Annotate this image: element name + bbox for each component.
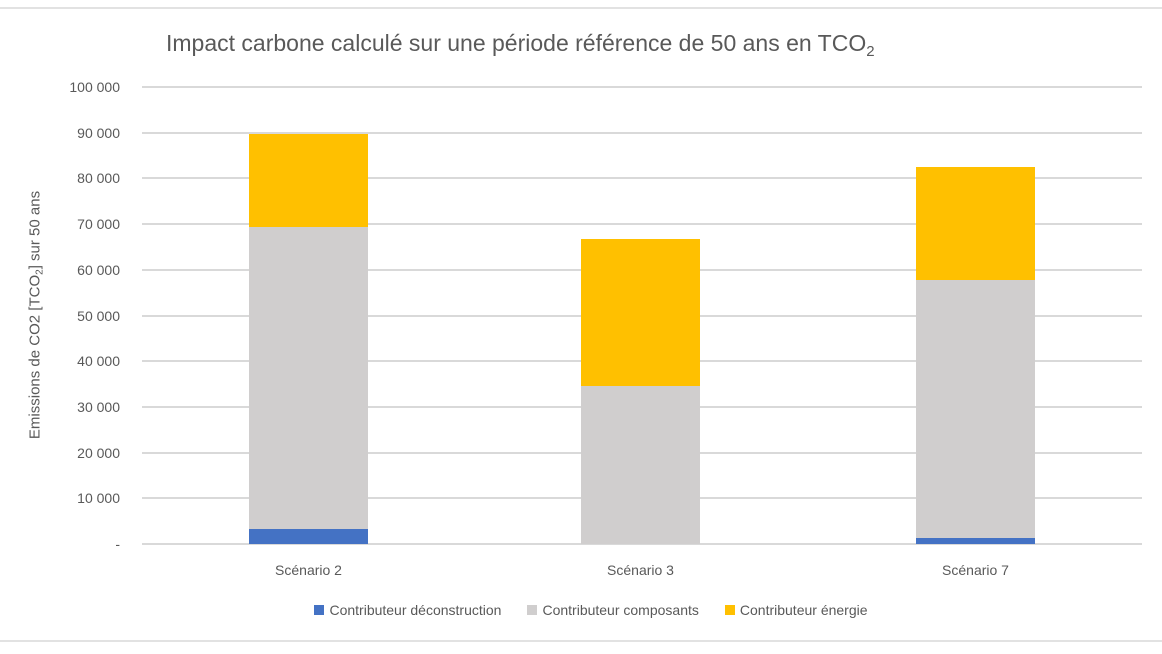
legend-swatch-icon xyxy=(314,605,325,615)
bar-segment-contributeur-d-construction xyxy=(249,528,368,544)
chart-legend: Contributeur déconstruction Contributeur … xyxy=(0,602,1162,618)
y-axis-label-suffix: ] sur 50 ans xyxy=(26,190,44,270)
legend-item: Contributeur déconstruction xyxy=(314,602,501,618)
y-tick-label: 50 000 xyxy=(77,307,120,324)
bar-segment-contributeur-nergie xyxy=(581,239,700,386)
legend-label: Contributeur composants xyxy=(542,602,699,618)
y-tick-label: 10 000 xyxy=(77,490,120,507)
legend-item: Contributeur composants xyxy=(527,602,699,618)
legend-swatch-icon xyxy=(724,605,735,615)
gridline xyxy=(142,543,1142,545)
y-tick-label: 20 000 xyxy=(77,444,120,461)
y-tick-label: - xyxy=(115,536,120,552)
y-tick-label: 70 000 xyxy=(77,216,120,233)
gridline xyxy=(142,177,1142,180)
x-category-label: Scénario 3 xyxy=(607,562,674,578)
y-tick-label: 60 000 xyxy=(77,261,120,278)
y-axis-label-text: Emissions de CO2 [TCO xyxy=(26,274,44,440)
legend-label: Contributeur énergie xyxy=(739,602,868,618)
gridline xyxy=(142,223,1142,226)
y-axis-label: Emissions de CO2 [TCO2] sur 50 ans xyxy=(27,191,46,439)
y-tick-label: 100 000 xyxy=(69,79,120,95)
x-category-label: Scénario 2 xyxy=(275,562,342,578)
gridline xyxy=(142,131,1142,134)
y-tick-label: 30 000 xyxy=(77,398,120,415)
chart-frame-top-border xyxy=(0,7,1162,9)
gridline xyxy=(142,86,1142,88)
chart-title-subscript: 2 xyxy=(866,43,875,60)
chart-frame-bottom-border xyxy=(0,640,1162,642)
bar-segment-contributeur-composants xyxy=(581,385,700,544)
y-tick-label: 80 000 xyxy=(77,170,120,187)
legend-label: Contributeur déconstruction xyxy=(329,602,502,618)
bar-segment-contributeur-nergie xyxy=(916,166,1035,280)
chart-title: Impact carbone calculé sur une période r… xyxy=(166,30,875,60)
y-tick-label: 40 000 xyxy=(77,353,120,370)
chart-title-text: Impact carbone calculé sur une période r… xyxy=(166,30,867,56)
bar-segment-contributeur-composants xyxy=(916,279,1035,539)
legend-item: Contributeur énergie xyxy=(724,602,868,618)
bar-segment-contributeur-d-construction xyxy=(916,538,1035,544)
y-tick-label: 90 000 xyxy=(77,124,120,141)
y-axis-label-subscript: 2 xyxy=(34,269,46,275)
legend-swatch-icon xyxy=(527,605,538,615)
bar-segment-contributeur-nergie xyxy=(249,133,368,227)
x-category-label: Scénario 7 xyxy=(942,562,1009,578)
bar-segment-contributeur-composants xyxy=(249,226,368,529)
